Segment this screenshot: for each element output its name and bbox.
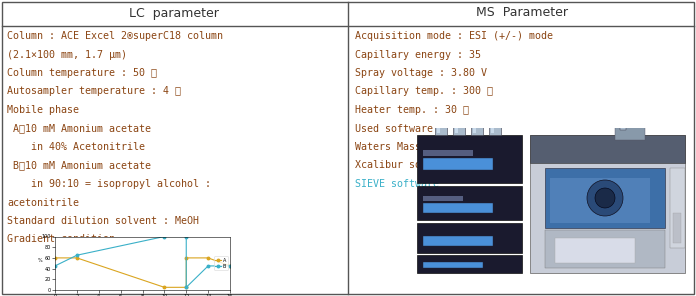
Text: (2.1×100 mm, 1.7 μm): (2.1×100 mm, 1.7 μm) <box>7 49 127 59</box>
Bar <box>423 158 493 170</box>
Text: Autosampler temperature : 4 ℃: Autosampler temperature : 4 ℃ <box>7 86 181 96</box>
Text: Capillary energy : 35: Capillary energy : 35 <box>355 49 481 59</box>
Bar <box>423 150 473 156</box>
Text: Spray voltage : 3.80 V: Spray voltage : 3.80 V <box>355 68 487 78</box>
Bar <box>530 135 685 163</box>
Text: Standard dilution solvent : MeOH: Standard dilution solvent : MeOH <box>7 216 199 226</box>
Bar <box>417 223 522 253</box>
B <box>51 264 59 268</box>
Bar <box>620 115 626 130</box>
A <box>226 264 234 268</box>
Text: Gradient condition: Gradient condition <box>7 234 115 244</box>
Text: B）10 mM Amonium acetate: B）10 mM Amonium acetate <box>7 160 151 170</box>
Bar <box>473 121 476 133</box>
Line: A: A <box>54 257 231 289</box>
Bar <box>615 120 645 140</box>
Bar <box>456 116 462 120</box>
Text: Xcalibur software: Xcalibur software <box>355 160 457 170</box>
Legend: A, B: A, B <box>214 256 228 270</box>
Text: Mobile phase: Mobile phase <box>7 105 79 115</box>
A <box>160 286 168 289</box>
A <box>182 256 191 260</box>
Text: Waters Masslynx program: Waters Masslynx program <box>355 142 493 152</box>
Text: acetonitrile: acetonitrile <box>7 197 79 207</box>
Bar <box>492 116 498 120</box>
Bar <box>489 117 501 135</box>
A <box>51 256 59 260</box>
Bar <box>417 135 522 183</box>
Bar <box>438 116 444 120</box>
Bar <box>423 196 463 201</box>
Circle shape <box>595 188 615 208</box>
B <box>204 264 212 268</box>
Text: SIEVE software: SIEVE software <box>355 179 439 189</box>
Bar <box>417 186 522 220</box>
A <box>204 256 212 260</box>
Bar <box>417 255 522 273</box>
Text: Column temperature : 50 ℃: Column temperature : 50 ℃ <box>7 68 157 78</box>
Bar <box>423 203 493 213</box>
Bar <box>423 262 483 268</box>
Bar <box>423 236 493 246</box>
A <box>182 286 191 289</box>
Text: LC  parameter: LC parameter <box>129 7 219 20</box>
Bar <box>437 121 440 133</box>
Text: MS  Parameter: MS Parameter <box>476 7 568 20</box>
Bar <box>474 116 480 120</box>
Text: Heater temp. : 30 ℃: Heater temp. : 30 ℃ <box>355 105 469 115</box>
Bar <box>555 238 635 263</box>
Bar <box>545 230 665 268</box>
Y-axis label: %: % <box>38 258 42 263</box>
Bar <box>455 121 458 133</box>
Bar <box>453 117 465 135</box>
Text: Used software: Used software <box>355 123 433 133</box>
Text: Acquisition mode : ESI (+/-) mode: Acquisition mode : ESI (+/-) mode <box>355 31 553 41</box>
B <box>72 253 81 257</box>
Bar <box>673 213 681 243</box>
Bar <box>670 168 685 248</box>
Bar <box>545 168 665 228</box>
Text: A）10 mM Amonium acetate: A）10 mM Amonium acetate <box>7 123 151 133</box>
B <box>160 235 168 238</box>
B <box>182 235 191 238</box>
Text: in 40% Acetonitrile: in 40% Acetonitrile <box>7 142 145 152</box>
Bar <box>530 135 685 273</box>
Circle shape <box>587 180 623 216</box>
Line: B: B <box>54 235 231 289</box>
Text: Capillary temp. : 300 ℃: Capillary temp. : 300 ℃ <box>355 86 493 96</box>
B <box>226 264 234 268</box>
Bar <box>471 117 483 135</box>
A <box>72 256 81 260</box>
Bar <box>550 178 650 223</box>
Text: Column : ACE Excel 2®superC18 column: Column : ACE Excel 2®superC18 column <box>7 31 223 41</box>
Bar <box>491 121 494 133</box>
Text: in 90:10 = isopropyl alcohol :: in 90:10 = isopropyl alcohol : <box>7 179 211 189</box>
B <box>182 286 191 289</box>
Bar <box>435 117 447 135</box>
